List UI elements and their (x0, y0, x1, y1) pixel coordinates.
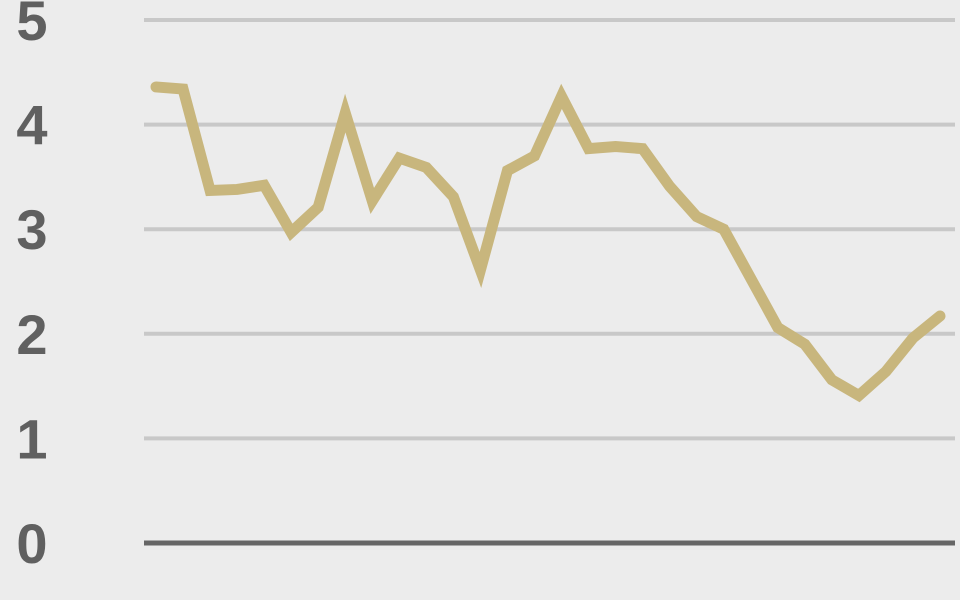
y-tick-label: 0 (16, 512, 47, 575)
y-tick-label: 2 (16, 303, 47, 366)
y-tick-label: 5 (16, 0, 47, 52)
series-line (150, 81, 946, 403)
y-tick-label: 4 (16, 94, 47, 157)
y-tick-label: 1 (16, 407, 47, 470)
y-tick-label: 3 (16, 198, 47, 261)
